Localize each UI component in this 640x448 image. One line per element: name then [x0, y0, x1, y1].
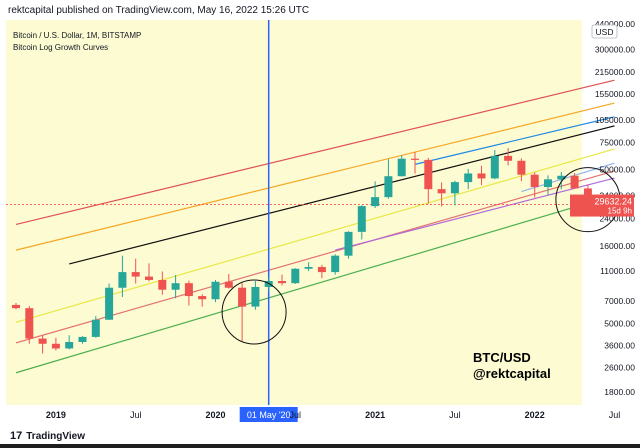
candle-body [38, 338, 47, 344]
candle-body [118, 272, 127, 288]
growth-curve-8 [335, 177, 615, 251]
y-tick-label: 11000.00 [600, 266, 635, 276]
candle-body [464, 173, 473, 183]
growth-curve-4 [69, 125, 615, 265]
y-tick-label: 215000.00 [595, 67, 635, 77]
x-tick-label: 2019 [46, 410, 66, 420]
candle-body [65, 341, 74, 349]
y-tick-label: 75000.00 [600, 137, 636, 147]
candle-body [357, 206, 366, 232]
candle-body [145, 276, 153, 280]
indicator-legend: Bitcoin Log Growth Curves [13, 43, 109, 52]
growth-curve-5 [15, 148, 615, 323]
y-tick-label: 5000.00 [604, 319, 635, 329]
growth-curve-7 [15, 170, 615, 344]
candle-body [264, 281, 273, 287]
x-tick-label: Jul [130, 410, 142, 420]
crosshair-date-label: 01 May '20 [247, 410, 291, 420]
highlight-circle [221, 279, 287, 345]
y-tick-label: 105000.00 [595, 115, 635, 125]
x-tick-label: 2021 [365, 410, 385, 420]
x-tick-label: 2022 [525, 410, 545, 420]
candle-body [171, 283, 180, 290]
candle-body [424, 159, 433, 190]
growth-curve-10 [15, 194, 615, 374]
candle-body [450, 182, 459, 194]
candle-body [12, 304, 20, 309]
candle-body [477, 173, 486, 179]
candle-body [570, 175, 579, 189]
candle-body [517, 160, 526, 175]
x-tick-label: Jul [290, 410, 302, 420]
candle-body [131, 272, 140, 277]
candle-body [278, 281, 286, 284]
candle-body [344, 231, 353, 256]
last-price-countdown: 15d 9h [608, 207, 632, 216]
candle-body [504, 155, 513, 161]
crosshair-date-badge [239, 407, 298, 422]
growth-curve-0 [15, 79, 615, 226]
candle-body [51, 343, 60, 349]
bottom-strip [0, 444, 640, 448]
candle-body [211, 281, 220, 300]
candle-body [411, 158, 419, 160]
candle-body [317, 267, 326, 273]
candle-body [397, 158, 406, 177]
publish-header: rektcapital published on TradingView.com… [0, 0, 640, 20]
tradingview-logo-icon: 17 [10, 430, 23, 442]
growth-curve-3 [414, 116, 615, 165]
y-tick-label: 1800.00 [604, 387, 635, 397]
x-tick-label: Jul [609, 410, 621, 420]
candle-body [557, 175, 566, 180]
candle-body [78, 336, 87, 342]
y-tick-label: 16000.00 [600, 241, 636, 251]
x-tick-label: 2020 [205, 410, 225, 420]
candle-body [184, 283, 193, 297]
candle-body [371, 197, 380, 207]
candle-body [331, 255, 340, 273]
candle-body [91, 319, 100, 337]
price-chart-svg[interactable]: 01 May '20 440000.00 300000.00 215000.00 155… [6, 19, 640, 428]
candle-body [530, 174, 539, 188]
candle-body [25, 308, 34, 339]
chart-legend: Bitcoin / U.S. Dollar, 1M, BITSTAMP Bitc… [13, 30, 141, 54]
currency-badge [591, 24, 618, 39]
candle-body [158, 279, 167, 290]
plot-background [6, 20, 582, 405]
currency-label: USD [596, 27, 614, 37]
chart-area[interactable]: 01 May '20 440000.00 300000.00 215000.00 155… [6, 19, 640, 428]
watermark-handle: @rektcapital [473, 366, 551, 381]
candle-body [291, 268, 300, 284]
x-tick-label: Jul [449, 410, 461, 420]
candle-body [198, 296, 207, 300]
candle-body [384, 176, 393, 198]
tradingview-brand[interactable]: 17 TradingView [10, 430, 85, 442]
candle-body [304, 267, 313, 269]
growth-curve-1 [15, 102, 615, 251]
candle-body [544, 179, 552, 188]
candle-body [490, 155, 499, 179]
y-tick-label: 300000.00 [595, 45, 635, 55]
tradingview-name: TradingView [26, 430, 85, 442]
candle-body [251, 286, 260, 307]
author-watermark: BTC/USD @rektcapital [473, 350, 551, 382]
y-tick-label: 24000.00 [600, 214, 636, 224]
candle-body [105, 287, 114, 320]
y-tick-label: 7000.00 [604, 296, 635, 306]
y-tick-label: 155000.00 [595, 89, 635, 99]
candle-body [238, 287, 247, 307]
candle-body [224, 281, 233, 288]
last-price-value: 29632.24 [594, 197, 632, 207]
last-price-badge [570, 194, 634, 217]
price-axis-background [582, 20, 640, 428]
y-tick-label: 50000.00 [600, 165, 636, 175]
y-tick-label: 440000.00 [595, 20, 635, 29]
y-tick-label: 3600.00 [604, 341, 635, 351]
publish-info: rektcapital published on TradingView.com… [8, 5, 310, 16]
candle-body [437, 189, 446, 194]
watermark-pair: BTC/USD [473, 350, 531, 365]
symbol-legend: Bitcoin / U.S. Dollar, 1M, BITSTAMP [13, 31, 142, 40]
y-tick-label: 2600.00 [604, 362, 635, 372]
